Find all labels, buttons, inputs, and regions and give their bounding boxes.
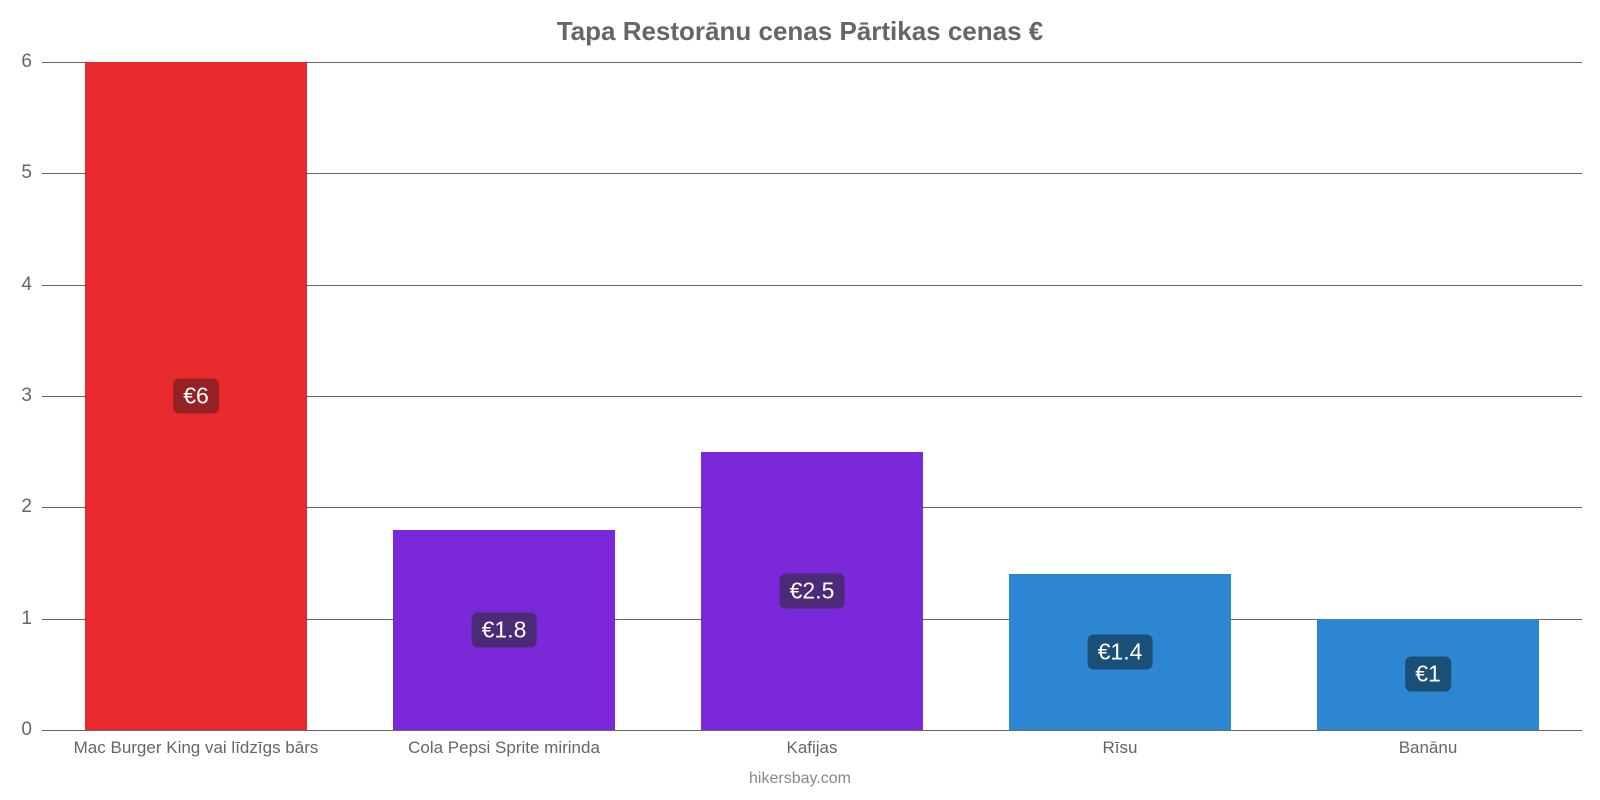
- plot-area: 0123456€6Mac Burger King vai līdzīgs bār…: [42, 62, 1582, 730]
- gridline: [42, 730, 1582, 731]
- y-axis-label: 6: [21, 51, 32, 73]
- value-label: €1.4: [1088, 635, 1153, 670]
- x-axis-label: Cola Pepsi Sprite mirinda: [408, 738, 600, 758]
- value-label: €2.5: [780, 573, 845, 608]
- x-axis-label: Banānu: [1399, 738, 1458, 758]
- credit-text: hikersbay.com: [0, 770, 1600, 788]
- y-axis-label: 4: [21, 274, 32, 296]
- y-axis-label: 5: [21, 162, 32, 184]
- y-axis-label: 2: [21, 496, 32, 518]
- y-axis-label: 0: [21, 719, 32, 741]
- x-axis-label: Kafijas: [786, 738, 837, 758]
- x-axis-label: Rīsu: [1103, 738, 1138, 758]
- y-axis-label: 3: [21, 385, 32, 407]
- value-label: €1: [1405, 657, 1451, 692]
- y-axis-label: 1: [21, 608, 32, 630]
- bar-chart: Tapa Restorānu cenas Pārtikas cenas € 01…: [0, 0, 1600, 800]
- x-axis-label: Mac Burger King vai līdzīgs bārs: [74, 738, 319, 758]
- value-label: €6: [173, 379, 219, 414]
- value-label: €1.8: [472, 612, 537, 647]
- chart-title: Tapa Restorānu cenas Pārtikas cenas €: [0, 16, 1600, 47]
